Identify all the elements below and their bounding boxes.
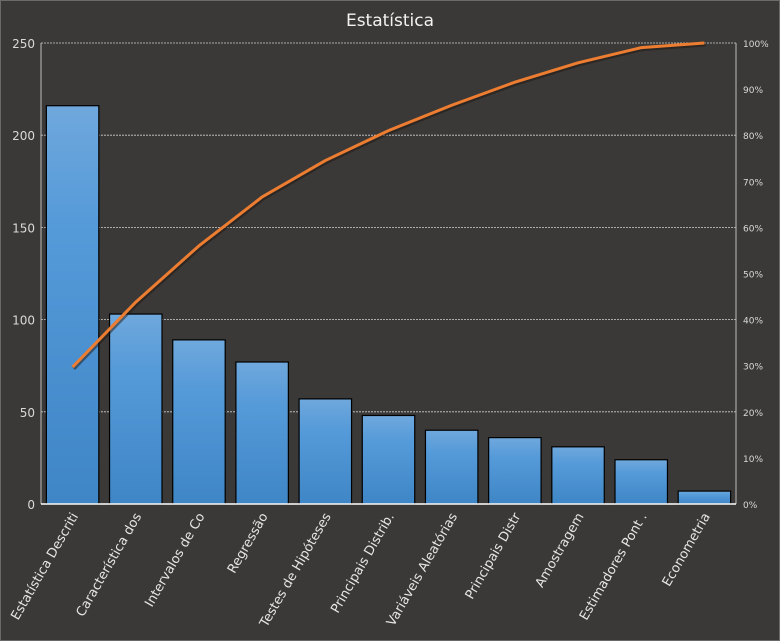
x-category-label: Característica dos: [74, 510, 146, 619]
bar: [424, 429, 479, 505]
y2-tick-label: 100%: [743, 40, 769, 50]
y2-tick-label: 90%: [743, 86, 763, 96]
x-category-label: Principais Distrib.: [328, 511, 398, 616]
y2-tick-label: 50%: [743, 271, 763, 281]
y-tick-label: 100: [12, 314, 35, 328]
y2-tick-label: 70%: [743, 178, 763, 188]
x-category-label: Estatística Descriti: [9, 511, 83, 623]
y-tick-label: 50: [20, 406, 35, 420]
cumulative-percent-line: [71, 41, 705, 369]
y2-tick-label: 40%: [743, 317, 763, 327]
y2-tick-label: 20%: [743, 409, 763, 419]
y2-tick-label: 30%: [743, 363, 763, 373]
y2-tick-label: 80%: [743, 132, 763, 142]
y2-tick-label: 10%: [743, 455, 763, 465]
bar: [677, 490, 732, 505]
y2-tick-label: 0%: [743, 501, 758, 511]
x-category-label: Variáveis Aleatórias: [384, 510, 461, 629]
bar: [614, 459, 669, 505]
bar: [235, 361, 289, 505]
bar: [108, 313, 163, 505]
x-category-label: Amostragem: [533, 511, 588, 591]
x-category-label: Regressão: [225, 510, 272, 576]
y-tick-label: 0: [27, 498, 35, 512]
x-category-label: Principais Distr: [463, 510, 525, 602]
bar: [45, 105, 100, 505]
bar: [551, 446, 605, 505]
y-tick-label: 150: [12, 221, 35, 235]
x-category-label: Intervalos de Co: [142, 510, 208, 609]
chart-title: Estatística: [346, 11, 434, 31]
y-tick-label: 200: [12, 129, 35, 143]
bar: [172, 339, 226, 505]
x-category-label: Testes de Hipóteses: [257, 510, 335, 630]
cumulative-line-shadow: [72, 42, 706, 370]
bar: [361, 414, 416, 505]
y2-tick-label: 60%: [743, 224, 763, 234]
x-category-label: Econometria: [660, 511, 714, 590]
x-category-label: Estimadores Pont .: [577, 511, 651, 624]
y-tick-label: 250: [12, 37, 35, 51]
bar: [298, 398, 353, 505]
bar: [488, 437, 542, 505]
